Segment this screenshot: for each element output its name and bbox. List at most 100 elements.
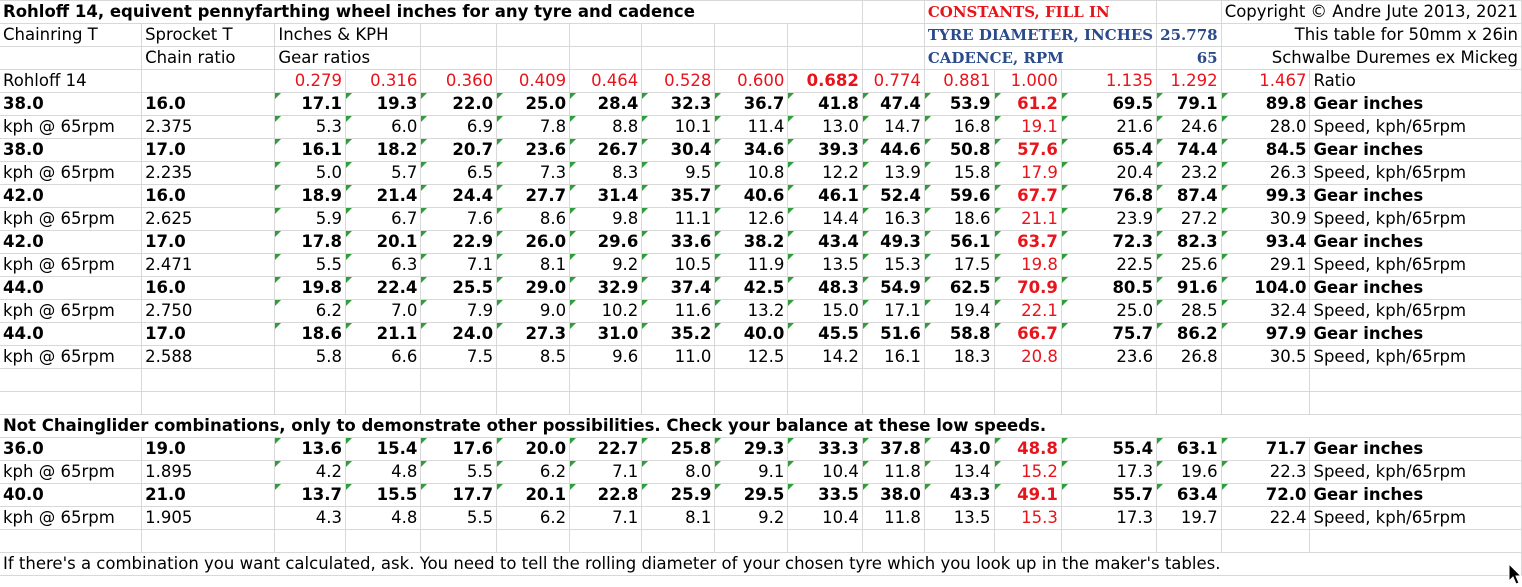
empty-cell[interactable] bbox=[0, 391, 143, 415]
gear-inches-value[interactable]: 25.8 bbox=[641, 437, 716, 461]
speed-kph-value[interactable]: 6.2 bbox=[274, 299, 347, 323]
gear-inches-value[interactable]: 33.3 bbox=[787, 437, 863, 461]
sprocket-teeth[interactable]: 17.0 bbox=[141, 322, 276, 346]
gear-inches-value[interactable]: 93.4 bbox=[1221, 230, 1311, 254]
speed-kph-value[interactable]: 13.2 bbox=[714, 299, 789, 323]
empty-cell[interactable] bbox=[1156, 368, 1222, 392]
chainring-teeth[interactable]: 38.0 bbox=[0, 138, 143, 162]
speed-kph-value[interactable]: 23.9 bbox=[1061, 207, 1158, 231]
gear-ratio-value[interactable]: 0.528 bbox=[641, 69, 716, 93]
gear-inches-value[interactable]: 89.8 bbox=[1221, 92, 1311, 116]
chain-ratio-value[interactable]: 1.895 bbox=[141, 460, 276, 484]
empty-cell[interactable] bbox=[787, 529, 863, 553]
gear-inches-value[interactable]: 18.6 bbox=[274, 322, 347, 346]
gear-inches-value[interactable]: 20.1 bbox=[496, 483, 571, 507]
speed-kph-value[interactable]: 13.9 bbox=[862, 161, 925, 185]
table-for-text[interactable]: This table for 50mm x 26in bbox=[1221, 23, 1522, 47]
speed-kph-value[interactable]: 22.4 bbox=[1221, 506, 1311, 530]
gear-inches-value[interactable]: 33.6 bbox=[641, 230, 716, 254]
speed-kph-value[interactable]: 5.8 bbox=[274, 345, 347, 369]
empty-cell[interactable] bbox=[641, 23, 716, 47]
empty-cell[interactable] bbox=[714, 368, 789, 392]
empty-cell[interactable] bbox=[274, 529, 347, 553]
speed-kph-value[interactable]: 10.4 bbox=[787, 460, 863, 484]
gear-inches-value[interactable]: 17.7 bbox=[420, 483, 498, 507]
gear-inches-value[interactable]: 35.2 bbox=[641, 322, 716, 346]
speed-kph-value[interactable]: 16.8 bbox=[924, 115, 995, 139]
gear-inches-value[interactable]: 37.8 bbox=[862, 437, 925, 461]
speed-kph-value[interactable]: 17.3 bbox=[1061, 460, 1158, 484]
gear-inches-value[interactable]: 43.4 bbox=[787, 230, 863, 254]
gear-inches-value[interactable]: 74.4 bbox=[1156, 138, 1222, 162]
empty-cell[interactable] bbox=[345, 529, 422, 553]
empty-cell[interactable] bbox=[862, 529, 925, 553]
constants-label[interactable]: CONSTANTS, FILL IN bbox=[924, 0, 1158, 24]
chainring-teeth[interactable]: 44.0 bbox=[0, 322, 143, 346]
empty-cell[interactable] bbox=[1221, 391, 1311, 415]
gear-inches-value[interactable]: 35.7 bbox=[641, 184, 716, 208]
gear-inches-value[interactable]: 20.0 bbox=[496, 437, 571, 461]
speed-kph-value[interactable]: 7.0 bbox=[345, 299, 422, 323]
gear-inches-value[interactable]: 13.7 bbox=[274, 483, 347, 507]
gear-inches-value[interactable]: 34.6 bbox=[714, 138, 789, 162]
sprocket-teeth[interactable]: 17.0 bbox=[141, 230, 276, 254]
gear-inches-value[interactable]: 27.7 bbox=[496, 184, 571, 208]
gear-inches-value[interactable]: 62.5 bbox=[924, 276, 995, 300]
gear-ratio-value[interactable]: 0.682 bbox=[787, 69, 863, 93]
sprocket-teeth[interactable]: 16.0 bbox=[141, 276, 276, 300]
kph-label[interactable]: kph @ 65rpm bbox=[0, 460, 143, 484]
speed-kph-value[interactable]: 13.5 bbox=[787, 253, 863, 277]
speed-kph-value[interactable]: 7.8 bbox=[496, 115, 571, 139]
speed-kph-value[interactable]: 9.5 bbox=[641, 161, 716, 185]
gear-inches-label[interactable]: Gear inches bbox=[1309, 138, 1522, 162]
gear-inches-value[interactable]: 22.4 bbox=[345, 276, 422, 300]
gear-ratio-value[interactable]: 1.135 bbox=[1061, 69, 1158, 93]
gear-inches-value[interactable]: 21.4 bbox=[345, 184, 422, 208]
footer-note[interactable]: If there's a combination you want calcul… bbox=[0, 552, 1522, 576]
speed-kph-value[interactable]: 10.4 bbox=[787, 506, 863, 530]
speed-kph-value[interactable]: 6.9 bbox=[420, 115, 498, 139]
gear-inches-value[interactable]: 29.5 bbox=[714, 483, 789, 507]
speed-kph-value[interactable]: 23.6 bbox=[1061, 345, 1158, 369]
gear-inches-value[interactable]: 15.5 bbox=[345, 483, 422, 507]
gear-inches-value[interactable]: 86.2 bbox=[1156, 322, 1222, 346]
speed-kph-value[interactable]: 19.1 bbox=[994, 115, 1062, 139]
speed-kph-value[interactable]: 21.6 bbox=[1061, 115, 1158, 139]
gear-ratio-value[interactable]: 1.000 bbox=[994, 69, 1062, 93]
speed-kph-value[interactable]: 11.9 bbox=[714, 253, 789, 277]
speed-kph-value[interactable]: 32.4 bbox=[1221, 299, 1311, 323]
speed-kph-value[interactable]: 25.6 bbox=[1156, 253, 1222, 277]
speed-kph-value[interactable]: 7.5 bbox=[420, 345, 498, 369]
empty-cell[interactable] bbox=[1221, 529, 1311, 553]
gear-inches-value[interactable]: 58.8 bbox=[924, 322, 995, 346]
gear-inches-value[interactable]: 24.0 bbox=[420, 322, 498, 346]
empty-cell[interactable] bbox=[141, 368, 276, 392]
gear-inches-value[interactable]: 22.7 bbox=[569, 437, 643, 461]
speed-kph-value[interactable]: 9.6 bbox=[569, 345, 643, 369]
empty-cell[interactable] bbox=[714, 391, 789, 415]
speed-kph-value[interactable]: 7.9 bbox=[420, 299, 498, 323]
gear-inches-value[interactable]: 46.1 bbox=[787, 184, 863, 208]
speed-kph-value[interactable]: 5.7 bbox=[345, 161, 422, 185]
speed-kph-value[interactable]: 19.8 bbox=[994, 253, 1062, 277]
empty-cell[interactable] bbox=[714, 529, 789, 553]
speed-kph-value[interactable]: 5.5 bbox=[420, 460, 498, 484]
tyre-diameter-value[interactable]: 25.778 bbox=[1156, 23, 1222, 47]
chainring-teeth[interactable]: 38.0 bbox=[0, 92, 143, 116]
empty-cell[interactable] bbox=[1061, 368, 1158, 392]
speed-kph-value[interactable]: 14.7 bbox=[862, 115, 925, 139]
speed-kph-value[interactable]: 27.2 bbox=[1156, 207, 1222, 231]
gear-inches-value[interactable]: 39.3 bbox=[787, 138, 863, 162]
speed-kph-value[interactable]: 6.5 bbox=[420, 161, 498, 185]
speed-kph-value[interactable]: 4.3 bbox=[274, 506, 347, 530]
empty-cell[interactable] bbox=[1061, 529, 1158, 553]
speed-kph-value[interactable]: 26.3 bbox=[1221, 161, 1311, 185]
speed-kph-value[interactable]: 29.1 bbox=[1221, 253, 1311, 277]
speed-kph-value[interactable]: 9.2 bbox=[714, 506, 789, 530]
gear-ratio-value[interactable]: 0.360 bbox=[420, 69, 498, 93]
speed-kph-value[interactable]: 21.1 bbox=[994, 207, 1062, 231]
gear-inches-value[interactable]: 61.2 bbox=[994, 92, 1062, 116]
gear-inches-value[interactable]: 18.2 bbox=[345, 138, 422, 162]
gear-inches-value[interactable]: 26.7 bbox=[569, 138, 643, 162]
cadence-value[interactable]: 65 bbox=[1156, 46, 1222, 70]
